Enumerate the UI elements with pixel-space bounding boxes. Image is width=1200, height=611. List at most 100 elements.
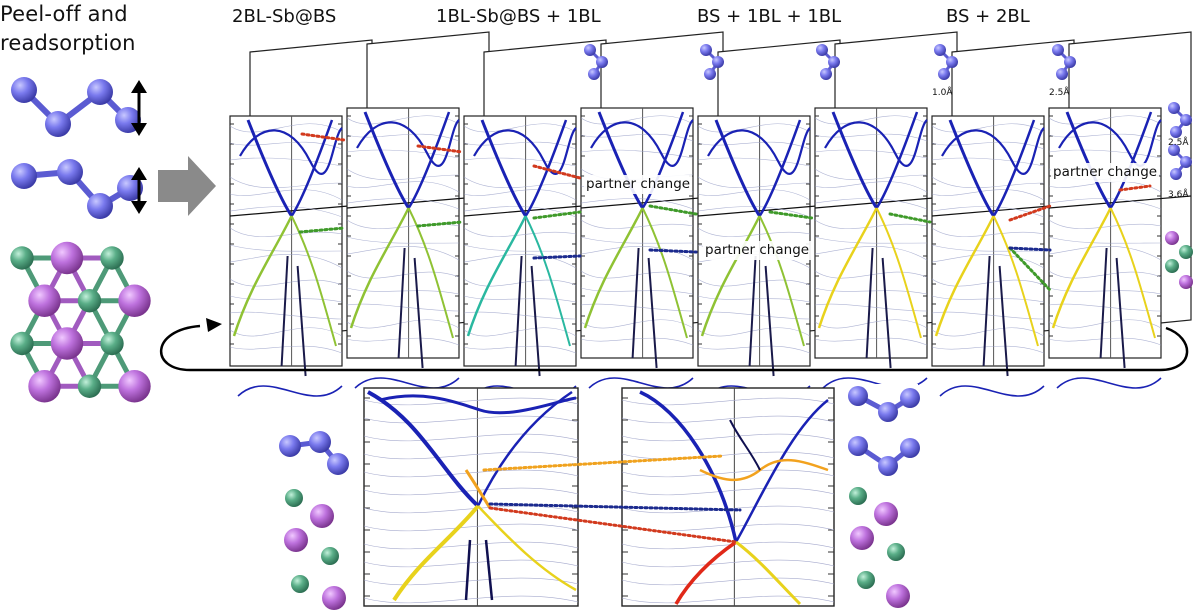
sb-atom (816, 44, 828, 56)
intro-line-2: readsorption (0, 31, 136, 55)
structure-thumbnail-4 (934, 44, 958, 80)
sb-atom (1170, 126, 1182, 138)
substrate-atom (887, 543, 905, 561)
sb-atom (848, 386, 868, 406)
connector-red (300, 132, 346, 142)
sb-atom (584, 44, 596, 56)
sb-atom (327, 453, 349, 475)
se-atom (10, 331, 34, 356)
bi-atom (118, 370, 151, 403)
sb-atom (878, 456, 898, 476)
substrate-atom (850, 526, 874, 550)
substrate-atom (284, 528, 308, 552)
sb-atom (1170, 168, 1182, 180)
annotation-partner-change-1: partner change (584, 175, 693, 194)
sb-atom (1064, 56, 1076, 68)
sb-atom (309, 431, 331, 453)
connector-green (648, 204, 698, 216)
sb-atom (588, 68, 600, 80)
sb-atom (938, 68, 950, 80)
connector-green (532, 210, 582, 220)
panel-front (1048, 107, 1162, 359)
substrate-atom (322, 586, 346, 610)
substrate-atom (1179, 245, 1193, 259)
sb-atom (117, 175, 143, 201)
annotation-partner-change-2: partner change (703, 241, 812, 260)
double-arrow-icon-1 (131, 80, 147, 136)
stage-title-3: BS + 1BL + 1BL (697, 6, 842, 27)
connector-navy (488, 502, 742, 512)
bi-atom (28, 284, 61, 317)
substrate-atom (1165, 231, 1179, 245)
substrate-atom (285, 489, 303, 507)
substrate-atom (849, 487, 867, 505)
substrate-atom (291, 575, 309, 593)
band-panel-2 (346, 31, 490, 389)
panel-front (463, 115, 577, 367)
band-panel-sequence (229, 31, 1193, 397)
connector-green (416, 220, 464, 228)
sb-atom (279, 435, 301, 457)
sb-atom (87, 79, 113, 105)
intro-title: Peel-off and readsorption (0, 0, 1200, 58)
se-atom (77, 289, 102, 313)
connector-green (888, 212, 932, 224)
distance-label-2: 2.5Å (1049, 88, 1070, 98)
bi-atom (28, 370, 61, 403)
sb-atom (87, 193, 113, 219)
band-panel-8 (1048, 31, 1192, 389)
bottom-band-panel-1 (363, 387, 579, 607)
panel-front (814, 107, 928, 359)
connector-red (532, 164, 582, 180)
band-panel-5 (697, 39, 841, 397)
sb-atom (1168, 102, 1180, 114)
panel-front (229, 115, 343, 367)
structure-bottom-left (279, 430, 352, 610)
double-arrow-icon-2 (131, 167, 147, 214)
bi-atom (50, 241, 84, 275)
connector-orange (482, 454, 724, 472)
sb-atom (848, 436, 868, 456)
substrate-atom (321, 547, 339, 565)
band-panel-1 (229, 39, 373, 397)
sb-atom (828, 56, 840, 68)
se-atom (100, 331, 124, 356)
bottom-connectors (482, 454, 742, 544)
peel-off-arrows (131, 80, 147, 214)
intro-line-1: Peel-off and (0, 2, 128, 26)
se-atom (10, 246, 34, 270)
distance-label-1: 1.0Å (932, 88, 953, 98)
connector-red (1118, 184, 1152, 192)
sb-atom (934, 44, 946, 56)
sb-atom (1180, 156, 1192, 168)
substrate-atom (857, 571, 875, 589)
sb-atom (878, 402, 898, 422)
bottom-comparison (279, 384, 920, 610)
sb-atom (900, 388, 920, 408)
sb-atom (57, 159, 83, 185)
connector-navy (648, 248, 698, 254)
sb-atom (596, 56, 608, 68)
sb-atom (11, 77, 37, 103)
substrate-atom (310, 504, 334, 528)
connector-green (768, 210, 814, 220)
band-panel-3 (463, 39, 607, 397)
connector-red (488, 506, 738, 544)
se-atom (77, 374, 102, 398)
distance-label-4: 3.6Å (1168, 190, 1189, 200)
se-atom (100, 246, 124, 270)
bilayer-structure-left (10, 70, 151, 410)
sb-atom (1056, 68, 1068, 80)
annotation-partner-change-3: partner change (1051, 163, 1160, 182)
sb-atom (900, 438, 920, 458)
substrate-atom (886, 584, 910, 608)
substrate-atom (874, 502, 898, 526)
distance-label-3: 2.5Å (1168, 138, 1189, 148)
stage-title-1: 2BL-Sb@BS (232, 6, 337, 27)
sb-atom (45, 111, 71, 137)
substrate-atom (1165, 259, 1179, 273)
sb-atom (946, 56, 958, 68)
bi-atom (118, 284, 151, 317)
bottom-band-panel-2 (621, 387, 835, 607)
